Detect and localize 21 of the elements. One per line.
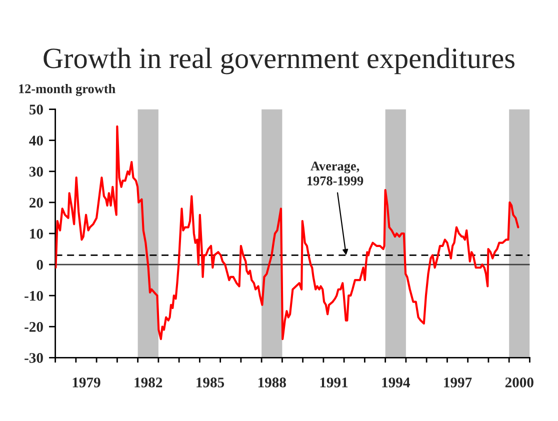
y-tick-label: 40: [29, 136, 43, 146]
x-tick-label: 1982: [134, 378, 162, 388]
x-tick-label: 1988: [258, 378, 286, 388]
y-tick-label: 20: [30, 198, 43, 208]
chart-title: Growth in real government expenditures: [44, 48, 514, 74]
line-series: [55, 125, 520, 340]
y-tick-label: -10: [24, 290, 43, 301]
x-tick-label: 1997: [444, 378, 472, 388]
y-tick-label: 0: [36, 260, 43, 270]
y-axis-title: 12-month growth: [19, 84, 116, 96]
y-tick-label: 50: [29, 104, 43, 114]
x-tick-label: 2000: [505, 378, 534, 388]
annotation: Average, 1978-1999: [307, 162, 364, 186]
x-tick-label: 1985: [196, 378, 224, 388]
y-tick-label: -30: [24, 353, 43, 363]
x-tick-label: 1979: [72, 378, 100, 388]
y-tick-label: 10: [30, 228, 43, 239]
x-tick-label: 1991: [320, 378, 348, 388]
y-tick-label: 30: [29, 166, 43, 177]
y-tick-label: -20: [24, 322, 43, 332]
x-tick-label: 1994: [382, 378, 410, 388]
